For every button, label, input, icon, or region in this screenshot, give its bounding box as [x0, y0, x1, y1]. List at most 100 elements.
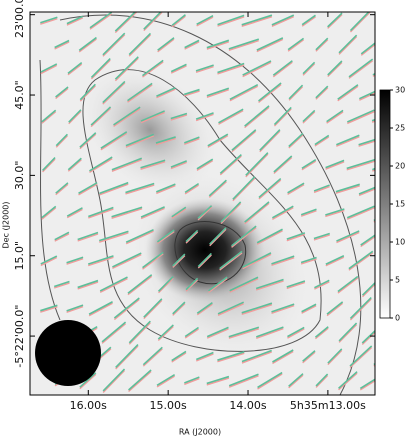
- vector-a: [287, 182, 305, 194]
- vector-a: [335, 183, 360, 193]
- vector-a: [55, 86, 69, 98]
- vector-a: [195, 351, 214, 361]
- vector-a: [128, 320, 151, 344]
- vector-b: [102, 370, 126, 393]
- x-tick-label: 14.00s: [229, 399, 266, 412]
- vector-a: [286, 232, 306, 240]
- vector-a: [273, 106, 292, 126]
- vector-a: [273, 155, 293, 173]
- vector-b: [114, 57, 139, 82]
- vector-b: [389, 326, 410, 342]
- vector-a: [127, 82, 153, 102]
- vector-a: [77, 231, 99, 241]
- vector-b: [40, 64, 58, 75]
- vector-a: [217, 351, 245, 361]
- vector-b: [327, 62, 343, 77]
- vector-b: [206, 377, 230, 386]
- vector-a: [156, 373, 176, 387]
- vector-b: [125, 135, 155, 148]
- vector-b: [217, 303, 244, 316]
- vector-b: [196, 303, 213, 316]
- vector-a: [232, 176, 256, 200]
- vector-a: [387, 135, 410, 144]
- vector-b: [140, 207, 165, 220]
- vector-b: [359, 379, 375, 391]
- vector-b: [326, 302, 344, 317]
- vector-b: [272, 350, 294, 365]
- vector-b: [300, 258, 317, 265]
- vector-b: [241, 16, 273, 27]
- vector-a: [102, 368, 126, 392]
- vector-a: [90, 58, 111, 78]
- vector-a: [171, 350, 187, 362]
- vector-b: [172, 303, 186, 316]
- vector-b: [40, 18, 58, 25]
- vector-b: [271, 257, 295, 266]
- vector-a: [359, 378, 375, 390]
- vector-a: [66, 304, 84, 312]
- vector-a: [183, 88, 200, 96]
- vector-b: [361, 331, 375, 345]
- vector-b: [241, 351, 272, 364]
- vector-b: [99, 277, 128, 294]
- vector-a: [325, 159, 345, 169]
- vector-b: [337, 277, 359, 294]
- vector-a: [231, 225, 257, 247]
- vector-b: [228, 328, 260, 339]
- vector-b: [142, 348, 163, 367]
- vector-a: [256, 37, 284, 51]
- vector-a: [140, 110, 165, 122]
- vector-b: [42, 158, 56, 173]
- x-tick-label: 15.00s: [150, 399, 187, 412]
- vector-a: [142, 346, 163, 366]
- vector-a: [55, 182, 69, 194]
- vector-a: [228, 38, 260, 50]
- vector-b: [314, 281, 330, 290]
- vector-a: [387, 375, 410, 385]
- vector-a: [327, 12, 343, 28]
- colorbar: [379, 89, 391, 319]
- vector-b: [232, 177, 256, 202]
- vector-b: [241, 304, 273, 315]
- vector-b: [55, 135, 68, 148]
- vector-b: [40, 256, 58, 267]
- vector-a: [40, 63, 58, 73]
- vector-a: [257, 371, 283, 389]
- vector-b: [171, 15, 186, 28]
- vector-a: [219, 250, 243, 270]
- vector-b: [125, 230, 154, 245]
- vector-b: [231, 227, 257, 248]
- vector-b: [54, 233, 70, 242]
- vector-a: [336, 230, 360, 242]
- colorbar-tick-label: 10: [395, 238, 405, 247]
- vector-b: [184, 377, 200, 386]
- vector-b: [315, 39, 329, 52]
- vector-a: [196, 14, 214, 26]
- vector-b: [78, 38, 97, 53]
- vector-b: [54, 282, 70, 289]
- vector-a: [53, 280, 70, 288]
- vector-a: [245, 152, 269, 176]
- vector-b: [338, 372, 358, 391]
- vector-a: [302, 61, 316, 75]
- frame: [29, 11, 376, 396]
- vector-a: [358, 138, 375, 146]
- vector-b: [349, 298, 372, 321]
- vector-b: [387, 376, 410, 386]
- vector-a: [217, 301, 244, 315]
- vector-b: [140, 161, 166, 170]
- vector-b: [195, 353, 214, 362]
- vector-b: [336, 136, 360, 147]
- vector-a: [88, 206, 114, 218]
- vector-b: [287, 184, 305, 195]
- vector-b: [207, 135, 229, 148]
- vector-b: [348, 252, 374, 271]
- x-tick-label: 16.00s: [70, 399, 107, 412]
- vector-b: [90, 59, 111, 80]
- vector-b: [217, 352, 245, 363]
- vector-b: [313, 185, 330, 194]
- vector-a: [346, 109, 375, 123]
- vector-b: [242, 61, 272, 78]
- vector-b: [245, 153, 269, 178]
- vector-a: [346, 205, 375, 219]
